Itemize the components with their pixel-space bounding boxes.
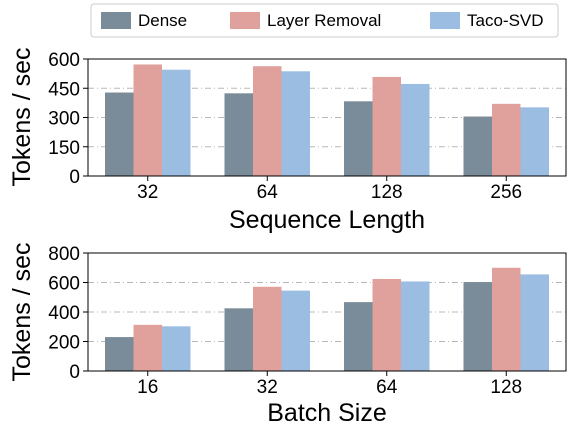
y-tick-label: 600 [48, 50, 80, 71]
legend-label: Layer Removal [267, 11, 381, 30]
y-tick-label: 400 [48, 303, 80, 324]
legend-swatch-3 [430, 12, 460, 29]
bar-layer-removal-16 [133, 324, 162, 371]
x-axis-label: Batch Size [267, 399, 387, 424]
bar-taco-svd-128 [401, 83, 430, 176]
bar-taco-svd-32 [162, 69, 191, 176]
bar-taco-svd-256 [520, 107, 549, 176]
x-tick-label: 64 [257, 182, 279, 203]
legend-swatch-1 [101, 12, 131, 29]
y-axis-label: Tokens / sec [8, 48, 36, 187]
y-tick-label: 200 [48, 333, 80, 354]
x-tick-label: 16 [137, 377, 158, 398]
bar-dense-256 [463, 116, 492, 176]
x-tick-label: 64 [376, 377, 398, 398]
bar-dense-16 [105, 337, 134, 371]
y-tick-label: 300 [48, 109, 80, 130]
y-tick-label: 150 [48, 138, 80, 159]
y-tick-label: 600 [48, 274, 80, 295]
bar-layer-removal-64 [372, 278, 401, 371]
bar-layer-removal-32 [133, 64, 162, 176]
y-axis-label: Tokens / sec [8, 243, 36, 382]
bar-taco-svd-64 [401, 281, 430, 371]
y-tick-label: 0 [69, 362, 80, 383]
bar-layer-removal-64 [253, 66, 282, 176]
bar-layer-removal-128 [492, 267, 521, 371]
bar-taco-svd-32 [281, 290, 310, 371]
bar-taco-svd-64 [281, 71, 310, 176]
x-tick-label: 128 [371, 182, 403, 203]
x-tick-label: 32 [137, 182, 158, 203]
bar-dense-32 [105, 92, 134, 176]
legend-swatch-2 [230, 12, 260, 29]
x-tick-label: 256 [490, 182, 522, 203]
bar-dense-32 [224, 308, 253, 371]
x-tick-label: 32 [257, 377, 278, 398]
bar-layer-removal-32 [253, 286, 282, 371]
y-tick-label: 0 [69, 167, 80, 188]
bar-layer-removal-256 [492, 103, 521, 176]
x-axis-label: Sequence Length [229, 206, 425, 234]
y-tick-label: 450 [48, 79, 80, 100]
bar-taco-svd-128 [520, 274, 549, 371]
bar-dense-64 [224, 93, 253, 176]
bar-dense-64 [344, 302, 373, 371]
bar-dense-128 [463, 282, 492, 371]
chart-panel-2: 16 32 64 128 0 200 400 600 800 Batch Size Tokens /… [8, 243, 567, 424]
bar-dense-128 [344, 101, 373, 176]
chart-panel-1: 32 64 128 256 0 150 300 450 600 Sequence Length To… [8, 48, 567, 234]
x-tick-label: 128 [490, 377, 522, 398]
y-tick-label: 800 [48, 244, 80, 265]
legend-label: Dense [138, 11, 187, 30]
legend-label: Taco-SVD [467, 11, 544, 30]
bar-layer-removal-128 [372, 76, 401, 176]
bar-taco-svd-16 [162, 326, 191, 371]
